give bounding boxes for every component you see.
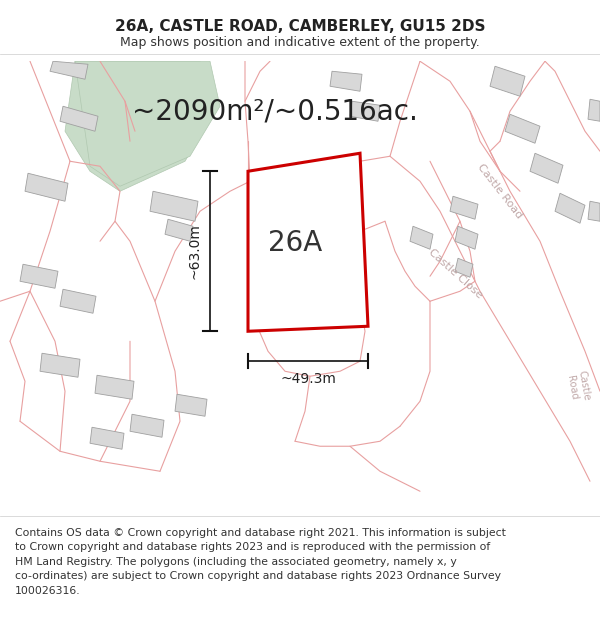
Polygon shape [555, 193, 585, 223]
Text: Map shows position and indicative extent of the property.: Map shows position and indicative extent… [120, 36, 480, 49]
Polygon shape [60, 289, 96, 313]
Polygon shape [450, 196, 478, 219]
Text: Castle Close: Castle Close [426, 247, 484, 300]
Polygon shape [150, 191, 198, 221]
Polygon shape [165, 219, 193, 241]
Text: HM Land Registry. The polygons (including the associated geometry, namely x, y: HM Land Registry. The polygons (includin… [15, 557, 457, 567]
Polygon shape [455, 226, 478, 249]
Polygon shape [588, 99, 600, 121]
Text: Castle Road: Castle Road [476, 162, 524, 221]
Text: 100026316.: 100026316. [15, 586, 80, 596]
Polygon shape [505, 114, 540, 143]
Polygon shape [248, 153, 368, 331]
Text: 26A, CASTLE ROAD, CAMBERLEY, GU15 2DS: 26A, CASTLE ROAD, CAMBERLEY, GU15 2DS [115, 19, 485, 34]
Polygon shape [130, 414, 164, 437]
Polygon shape [40, 353, 80, 377]
Polygon shape [588, 201, 600, 221]
Polygon shape [530, 153, 563, 183]
Text: Contains OS data © Crown copyright and database right 2021. This information is : Contains OS data © Crown copyright and d… [15, 528, 506, 538]
Text: Castle
Road: Castle Road [565, 369, 591, 403]
Polygon shape [90, 428, 124, 449]
Polygon shape [65, 61, 215, 191]
Polygon shape [410, 226, 433, 249]
Text: to Crown copyright and database rights 2023 and is reproduced with the permissio: to Crown copyright and database rights 2… [15, 542, 490, 552]
Polygon shape [25, 173, 68, 201]
Polygon shape [175, 394, 207, 416]
Polygon shape [350, 101, 380, 121]
Polygon shape [330, 71, 362, 91]
Polygon shape [490, 66, 525, 96]
Polygon shape [455, 258, 473, 278]
Polygon shape [95, 375, 134, 399]
Text: co-ordinates) are subject to Crown copyright and database rights 2023 Ordnance S: co-ordinates) are subject to Crown copyr… [15, 571, 501, 581]
Polygon shape [75, 61, 220, 186]
Polygon shape [50, 61, 88, 79]
Text: ~49.3m: ~49.3m [280, 372, 336, 386]
Polygon shape [20, 264, 58, 288]
Text: 26A: 26A [268, 229, 322, 258]
Text: ~63.0m: ~63.0m [188, 223, 202, 279]
Text: ~2090m²/~0.516ac.: ~2090m²/~0.516ac. [132, 98, 418, 125]
Polygon shape [60, 106, 98, 131]
